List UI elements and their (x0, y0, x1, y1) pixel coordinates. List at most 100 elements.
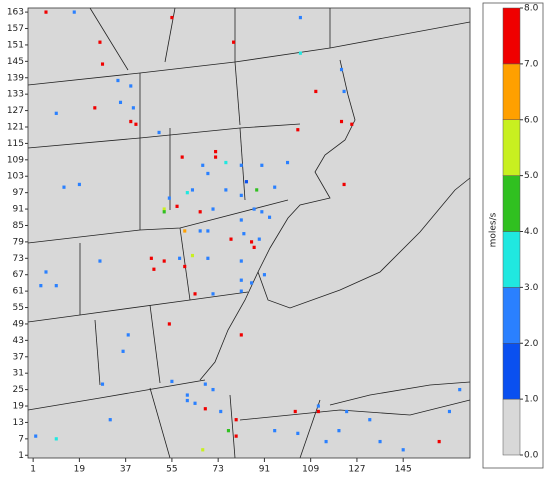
emission-cell (54, 111, 58, 115)
y-tick-label: 127 (7, 106, 24, 116)
emission-cell (252, 245, 256, 250)
emission-cell (342, 182, 346, 187)
emission-cell (157, 130, 161, 135)
emission-cell (273, 185, 277, 189)
emission-cell (339, 67, 344, 72)
emission-cell (211, 207, 215, 211)
emission-cell (54, 284, 58, 288)
emission-cell (345, 409, 349, 414)
emission-cell (121, 349, 125, 353)
emission-cell (260, 210, 264, 214)
y-tick-label: 133 (7, 90, 24, 100)
x-tick-label: 55 (166, 465, 177, 475)
emission-cell (190, 188, 195, 192)
x-tick-label: 1 (30, 465, 36, 475)
emission-cell (170, 379, 174, 384)
emission-cell (203, 407, 207, 411)
emission-cell (239, 333, 243, 337)
colorbar-label: moles/s (489, 212, 499, 247)
emission-cell (129, 84, 133, 88)
emission-cell (401, 448, 405, 452)
emission-cell (98, 259, 102, 263)
colorbar-tick-label: 8.0 (524, 4, 539, 14)
colorbar-band (502, 63, 521, 120)
emission-cell (162, 210, 166, 214)
emission-cell (244, 180, 248, 184)
emission-cell (77, 182, 81, 187)
emission-cell (314, 89, 318, 94)
y-tick-label: 19 (13, 402, 25, 412)
emission-cell (175, 204, 179, 208)
emission-cell (239, 278, 243, 282)
emission-cell (183, 229, 187, 233)
emission-cell (167, 196, 171, 200)
emission-cell (214, 155, 218, 159)
emission-cell (296, 431, 300, 436)
emission-cell (170, 15, 174, 20)
y-tick-label: 37 (13, 352, 24, 362)
emission-cell (118, 100, 123, 105)
emission-cell (129, 119, 133, 124)
y-tick-label: 61 (13, 287, 24, 297)
emission-cell (134, 122, 138, 126)
emission-cell (232, 40, 236, 44)
plot-frame (27, 7, 471, 459)
emission-cell (219, 409, 223, 414)
x-tick-label: 19 (74, 465, 86, 475)
colorbar-band (502, 119, 521, 176)
emission-cell (316, 409, 320, 414)
emission-cell (293, 409, 297, 414)
emission-cell (250, 240, 254, 244)
emission-cell (206, 229, 210, 233)
emission-cell (211, 292, 215, 296)
emission-cell (44, 270, 48, 274)
y-tick-label: 151 (7, 40, 24, 50)
emission-cell (239, 218, 243, 222)
emission-cell (62, 185, 66, 189)
emission-cell (234, 418, 238, 422)
emission-cell (203, 382, 207, 386)
emission-cell (193, 292, 197, 296)
colorbar-tick-label: 5.0 (524, 171, 539, 181)
emission-cell (242, 232, 246, 236)
y-tick-label: 49 (13, 319, 25, 329)
emission-cell (273, 429, 277, 433)
emission-cell (131, 106, 135, 110)
y-tick-label: 67 (13, 270, 24, 280)
emission-cell (257, 237, 261, 241)
y-tick-label: 115 (7, 139, 24, 149)
emission-cell (234, 434, 238, 438)
emission-cell (178, 256, 182, 260)
emission-cell (224, 188, 228, 192)
emission-cell (162, 259, 166, 263)
emission-cell (226, 429, 230, 433)
x-tick-label: 73 (212, 465, 223, 475)
emission-cell (368, 418, 372, 422)
emission-cell (34, 434, 38, 438)
emission-cell (239, 289, 243, 293)
colorbar-tick-label: 0.0 (524, 451, 539, 461)
emission-cell (342, 89, 346, 94)
emission-cell (229, 237, 233, 241)
emission-cell (255, 188, 259, 192)
colorbar-tick-label: 4.0 (524, 227, 539, 237)
emission-cell (198, 229, 202, 233)
y-tick-label: 43 (13, 336, 24, 346)
y-tick-label: 7 (18, 434, 24, 444)
emission-cell (180, 155, 184, 159)
y-tick-label: 25 (13, 385, 24, 395)
y-tick-label: 103 (7, 172, 24, 182)
emission-cell (447, 409, 451, 414)
emission-cell (206, 171, 210, 176)
emission-cell (100, 62, 105, 66)
emission-cell (296, 128, 300, 132)
emission-cell (100, 382, 105, 386)
emission-cell (458, 387, 462, 392)
emission-cell (350, 122, 354, 126)
emission-cell (298, 51, 302, 55)
emission-cell (298, 15, 302, 20)
emission-cell (250, 281, 254, 285)
y-tick-label: 1 (18, 451, 24, 461)
emission-cell (193, 401, 197, 405)
y-tick-label: 55 (13, 303, 24, 313)
